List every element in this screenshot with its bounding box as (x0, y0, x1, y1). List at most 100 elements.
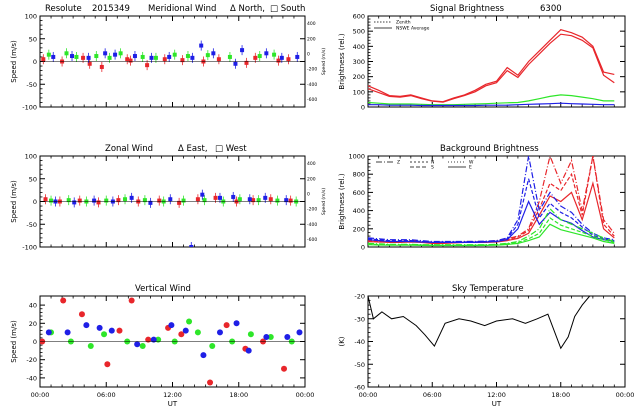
zonal-title-east: Δ East, (178, 144, 208, 154)
meridional-rtick-label: -400 (307, 82, 317, 88)
signal-ytick-label: 0 (361, 104, 365, 112)
signal-ytick-label: 300 (353, 58, 365, 66)
vertical-point-blue (296, 329, 303, 336)
background-line-red-a (368, 156, 615, 243)
background-title: Background Brightness (440, 144, 539, 154)
vertical-point-green (194, 329, 201, 336)
background-legend-label-S: S (431, 165, 434, 171)
vertical-point-green (155, 336, 162, 343)
vertical-point-blue (245, 347, 252, 354)
zonal-ylabel: Speed (m/s) (10, 180, 18, 223)
meridional-rtick-label: 200 (307, 36, 316, 42)
sky-ytick-label: -40 (354, 338, 365, 346)
signal-ylabel: Brightness (rel.) (338, 33, 346, 89)
meridional-rtick-label: -600 (307, 97, 317, 103)
zonal-title-west: □ West (215, 144, 247, 154)
background-ylabel: Brightness (rel.) (338, 173, 346, 229)
signal-line-green (368, 94, 615, 106)
background-legend-label-Z: Z (397, 160, 400, 166)
vertical-point-red (281, 365, 288, 372)
sky-xtick-label: 00:00 (616, 391, 635, 399)
zonal-right-ylabel: Speed (m/s) (321, 188, 327, 216)
background-ytick-label: 1000 (348, 153, 365, 161)
sky-ytick-label: -30 (354, 315, 365, 323)
chart-signal-brightness: Signal Brightness 6300 0 100 200 300 400 500 6… (338, 4, 626, 112)
chart-vertical-wind: Vertical Wind -40 -20 0 20 40 00:00 06:00 12:00… (10, 284, 314, 408)
zonal-ytick-label: 100 (25, 153, 37, 161)
signal-line-blue (368, 102, 615, 107)
signal-line-red-average (368, 33, 615, 103)
vertical-point-green (247, 331, 254, 338)
vertical-point-red (223, 322, 230, 329)
zonal-rtick-label: 0 (307, 191, 310, 197)
vertical-ylabel: Speed (m/s) (10, 320, 18, 363)
vertical-ytick-label: 40 (29, 302, 37, 310)
zonal-data (40, 189, 305, 247)
meridional-rtick-label: 0 (307, 51, 310, 57)
vertical-xtick-label: 12:00 (163, 391, 182, 399)
chart-sky-temperature: Sky Temperature -60 -50 -40 -30 -20 00:00 06:0… (338, 284, 634, 408)
background-ytick-label: 400 (353, 207, 365, 215)
signal-legend-average-label: NSWE Average (396, 26, 430, 32)
sky-xtick-label: 12:00 (487, 391, 506, 399)
meridional-rtick-label: 400 (307, 21, 316, 27)
signal-line-red-zenith (368, 29, 615, 103)
vertical-point-blue (200, 352, 207, 359)
vertical-point-red (104, 361, 111, 368)
chart-zonal-wind: Zonal Wind Δ East, □ West -100 -50 0 50 100 S… (10, 144, 327, 252)
background-line-blue-c (368, 199, 615, 243)
signal-title: Signal Brightness (430, 4, 505, 14)
meridional-ytick-label: 50 (29, 35, 37, 43)
meridional-rtick-label: -200 (307, 67, 317, 73)
signal-wavelength: 6300 (540, 4, 562, 14)
signal-ytick-label: 600 (353, 13, 365, 21)
signal-data (368, 29, 615, 107)
zonal-ytick-label: 0 (33, 198, 37, 206)
vertical-point-blue (150, 336, 157, 343)
meridional-ytick-label: -50 (26, 81, 37, 89)
meridional-title-date: 2015349 (92, 4, 130, 14)
vertical-xlabel: UT (168, 400, 178, 408)
background-line-green-c (368, 223, 615, 247)
vertical-point-blue (216, 329, 223, 336)
vertical-point-blue (168, 322, 175, 329)
background-ytick-label: 0 (361, 244, 365, 252)
vertical-point-blue (83, 322, 90, 329)
background-legend-label-N: N (431, 160, 434, 166)
vertical-ytick-label: -40 (26, 374, 37, 382)
vertical-point-red (145, 336, 152, 343)
zonal-rtick-label: -600 (307, 237, 317, 243)
sky-xlabel: UT (492, 400, 502, 408)
meridional-title-south: □ South (270, 4, 305, 14)
zonal-title-label: Zonal Wind (105, 144, 153, 154)
background-ytick-label: 600 (353, 189, 365, 197)
sky-xtick-label: 18:00 (551, 391, 570, 399)
sky-ytick-label: -60 (354, 384, 365, 392)
signal-ytick-label: 400 (353, 43, 365, 51)
vertical-point-blue (134, 341, 141, 348)
background-data (368, 156, 615, 247)
signal-ytick-label: 500 (353, 28, 365, 36)
sky-xtick-label: 00:00 (359, 391, 378, 399)
signal-ytick-label: 100 (353, 88, 365, 96)
vertical-xtick-label: 18:00 (229, 391, 248, 399)
vertical-point-green (101, 331, 108, 338)
vertical-point-red (128, 297, 135, 304)
vertical-point-red (207, 379, 214, 386)
background-ytick-label: 200 (353, 225, 365, 233)
meridional-data (40, 40, 305, 72)
zonal-ytick-label: -50 (26, 221, 37, 229)
meridional-ytick-label: 100 (25, 13, 37, 21)
chart-background-brightness: Background Brightness 0 200 400 600 800 1000 B… (338, 144, 626, 252)
meridional-title-label: Meridional Wind (148, 4, 216, 14)
vertical-point-green (87, 343, 94, 350)
vertical-point-red (178, 331, 185, 338)
sky-data (368, 296, 591, 350)
zonal-rtick-label: 400 (307, 161, 316, 167)
background-legend-label-E: E (469, 165, 472, 171)
meridional-ylabel: Speed (m/s) (10, 40, 18, 83)
background-line-red-b (368, 156, 615, 244)
vertical-point-blue (45, 329, 52, 336)
meridional-title-north: Δ North, (230, 4, 265, 14)
